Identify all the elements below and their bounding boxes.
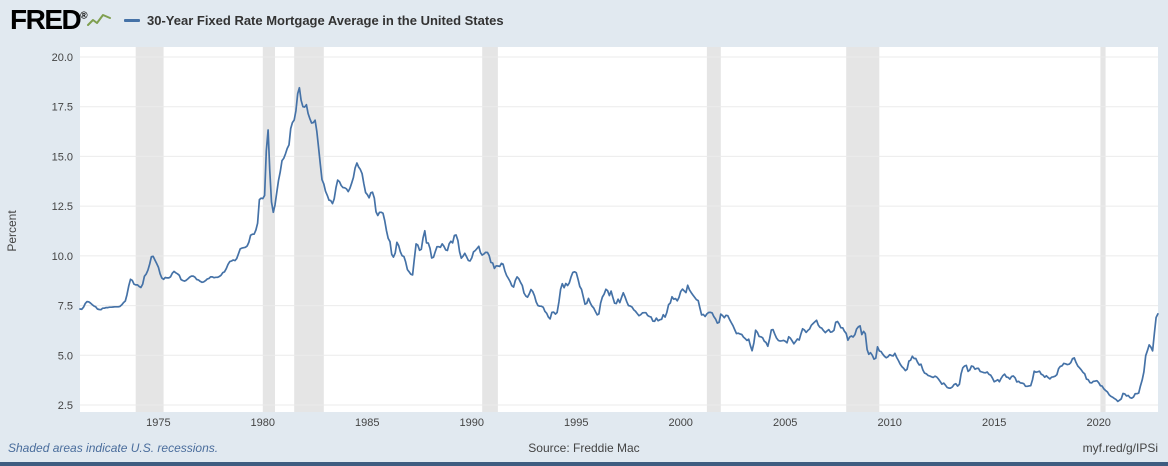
svg-text:1985: 1985 (355, 417, 379, 429)
plot-background (80, 47, 1158, 412)
x-tick-labels: 1975 1980 1985 1990 1995 2000 2005 2010 2015 2020 (146, 417, 1111, 429)
chart-legend: 30-Year Fixed Rate Mortgage Average in t… (124, 13, 504, 28)
mortgage-rate-line-chart[interactable]: 2.5 5.0 7.5 10.0 12.5 15.0 17.5 20.0 1975 1980 198… (0, 40, 1168, 440)
fred-sparkline-icon (87, 14, 111, 26)
svg-text:2.5: 2.5 (58, 400, 73, 412)
svg-text:2005: 2005 (773, 417, 797, 429)
svg-text:1990: 1990 (460, 417, 484, 429)
fred-logo[interactable]: FRED® (10, 4, 88, 36)
series-legend-label: 30-Year Fixed Rate Mortgage Average in t… (147, 13, 504, 28)
svg-text:7.5: 7.5 (58, 301, 73, 313)
svg-text:1975: 1975 (146, 417, 170, 429)
svg-text:12.5: 12.5 (52, 201, 73, 213)
svg-text:17.5: 17.5 (52, 102, 73, 114)
recession-note-link[interactable]: Shaded areas indicate U.S. recessions. (8, 441, 219, 455)
series-legend-dash-icon (124, 19, 140, 22)
svg-text:2000: 2000 (668, 417, 692, 429)
svg-text:2020: 2020 (1086, 417, 1110, 429)
bottom-accent-border (0, 462, 1168, 466)
y-tick-labels: 2.5 5.0 7.5 10.0 12.5 15.0 17.5 20.0 (52, 52, 73, 412)
svg-text:5.0: 5.0 (58, 350, 73, 362)
svg-text:10.0: 10.0 (52, 251, 73, 263)
series-line (79, 86, 1159, 403)
svg-text:1995: 1995 (564, 417, 588, 429)
short-url-link[interactable]: myf.red/g/IPSi (1082, 441, 1158, 455)
recession-bands (135, 47, 1106, 412)
svg-text:15.0: 15.0 (52, 151, 73, 163)
svg-text:1980: 1980 (251, 417, 275, 429)
svg-text:20.0: 20.0 (52, 52, 73, 64)
svg-text:2015: 2015 (982, 417, 1006, 429)
registered-mark: ® (80, 10, 88, 22)
fred-logo-text: FRED (10, 4, 82, 35)
svg-text:2010: 2010 (877, 417, 901, 429)
y-axis-title: Percent (5, 210, 19, 252)
